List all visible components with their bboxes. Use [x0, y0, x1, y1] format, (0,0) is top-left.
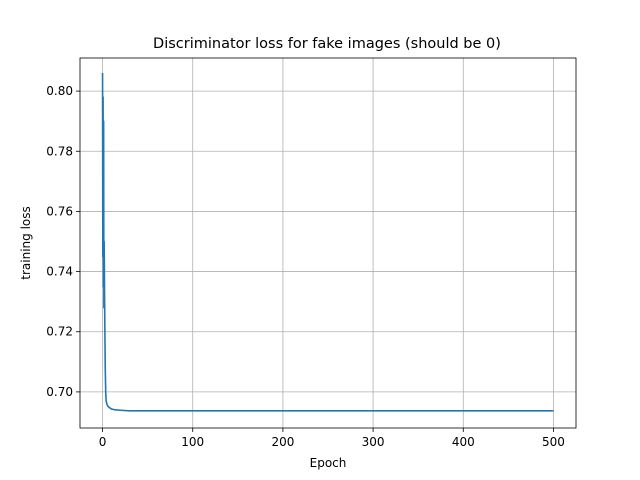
x-axis: 0 100 200 300 400 500 [99, 428, 565, 449]
plot-frame [79, 57, 577, 429]
x-tick-label: 300 [362, 435, 385, 449]
line-layer [101, 73, 554, 412]
series-line [101, 73, 554, 412]
y-tick-label: 0.80 [46, 84, 73, 98]
x-tick-label: 100 [181, 435, 204, 449]
y-axis-label: training loss [19, 206, 33, 279]
y-tick-label: 0.74 [46, 265, 73, 279]
x-tick-label: 200 [271, 435, 294, 449]
chart-title: Discriminator loss for fake images (shou… [153, 36, 501, 52]
y-tick-label: 0.78 [46, 144, 73, 158]
y-tick-label: 0.76 [46, 204, 73, 218]
x-tick-label: 500 [542, 435, 565, 449]
y-axis: 0.70 0.72 0.74 0.76 0.78 0.80 [46, 84, 80, 399]
x-tick-label: 400 [452, 435, 475, 449]
x-tick-label: 0 [99, 435, 107, 449]
y-tick-label: 0.70 [46, 385, 73, 399]
grid [80, 58, 576, 428]
y-tick-label: 0.72 [46, 325, 73, 339]
x-axis-label: Epoch [310, 456, 347, 470]
